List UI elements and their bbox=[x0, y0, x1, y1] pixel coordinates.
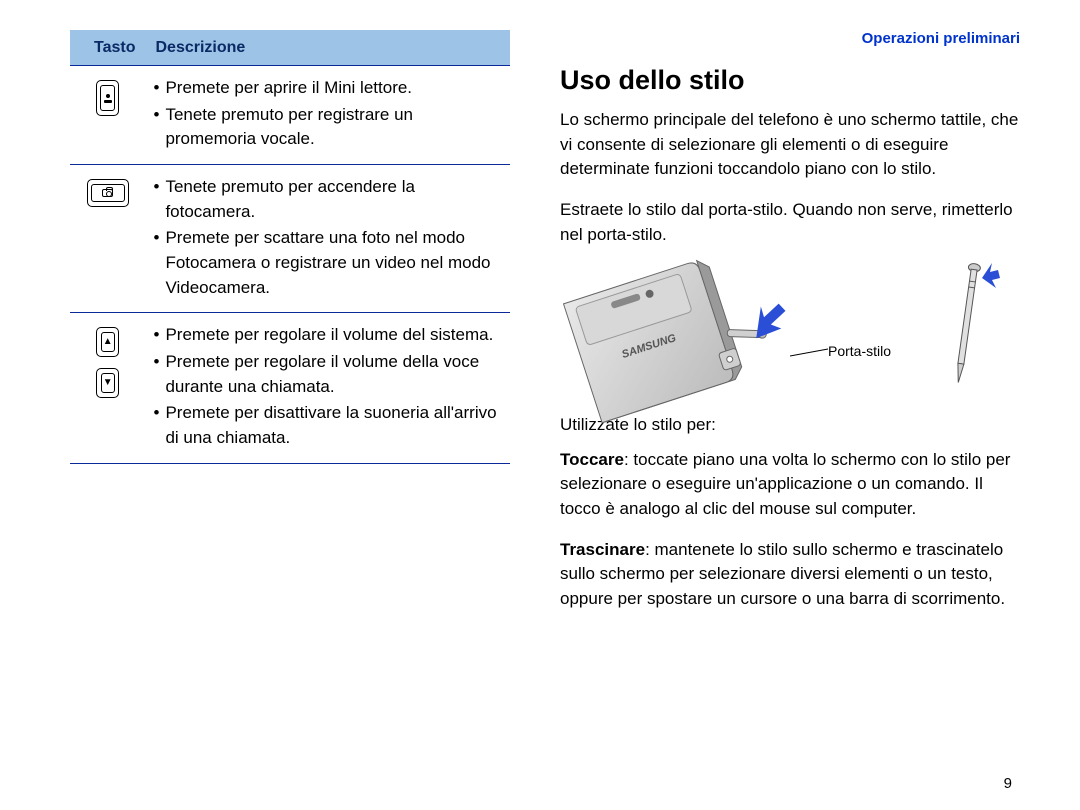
desc-text: Tenete premuto per registrare un promemo… bbox=[165, 103, 502, 152]
paragraph: Lo schermo principale del telefono è uno… bbox=[560, 108, 1020, 182]
paragraph-drag: Trascinare: mantenete lo stilo sullo sch… bbox=[560, 538, 1020, 612]
paragraph: Estraete lo stilo dal porta-stilo. Quand… bbox=[560, 198, 1020, 247]
desc-text: Tenete premuto per accendere la fotocame… bbox=[165, 175, 502, 224]
touch-text: : toccate piano una volta lo schermo con… bbox=[560, 450, 1010, 518]
drag-label: Trascinare bbox=[560, 540, 645, 559]
mini-player-button-icon bbox=[96, 80, 119, 116]
desc-text: Premete per disattivare la suoneria all'… bbox=[165, 401, 502, 450]
volume-buttons-icon: ▲ ▼ bbox=[96, 327, 119, 398]
figure-label: Porta-stilo bbox=[828, 343, 891, 359]
section-title: Uso dello stilo bbox=[560, 65, 1020, 96]
paragraph-touch: Toccare: toccate piano una volta lo sche… bbox=[560, 448, 1020, 522]
col-key-header: Tasto bbox=[70, 30, 145, 66]
table-row: •Tenete premuto per accendere la fotocam… bbox=[70, 165, 510, 313]
touch-label: Toccare bbox=[560, 450, 624, 469]
key-description-table: Tasto Descrizione •Premete per aprire il… bbox=[70, 30, 510, 464]
desc-text: Premete per aprire il Mini lettore. bbox=[165, 76, 502, 101]
desc-text: Premete per scattare una foto nel modo F… bbox=[165, 226, 502, 300]
table-row: •Premete per aprire il Mini lettore. •Te… bbox=[70, 66, 510, 165]
stylus-icon bbox=[940, 258, 1010, 398]
label-connector bbox=[790, 341, 830, 361]
page-section-header: Operazioni preliminari bbox=[560, 30, 1020, 47]
stylus-figure: SAMSUNG bbox=[560, 263, 1020, 403]
camera-button-icon bbox=[87, 179, 129, 207]
desc-text: Premete per regolare il volume della voc… bbox=[165, 350, 502, 399]
page-number: 9 bbox=[1004, 775, 1012, 792]
col-desc-header: Descrizione bbox=[145, 30, 510, 66]
table-row: ▲ ▼ •Premete per regolare il volume del … bbox=[70, 313, 510, 463]
desc-text: Premete per regolare il volume del siste… bbox=[165, 323, 502, 348]
